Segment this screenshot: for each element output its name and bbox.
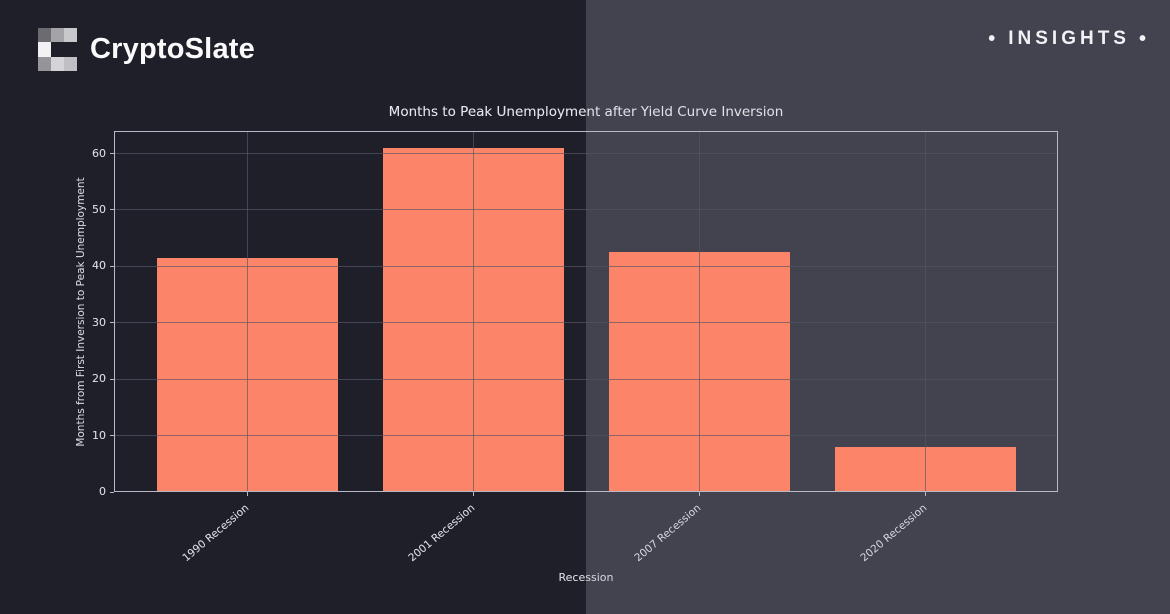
x-axis-label: Recession (558, 571, 614, 584)
y-tick-label: 0 (99, 485, 106, 498)
brand-header: CryptoSlate (38, 28, 255, 71)
y-tick-label: 50 (92, 202, 106, 216)
gridline-y-10 (114, 435, 1058, 437)
y-tick-label: 20 (92, 372, 106, 386)
cryptoslate-logo-icon (38, 28, 77, 71)
badge-bullet-right-icon: • (1138, 28, 1146, 50)
y-tick-60 (110, 153, 114, 155)
x-tick-0 (247, 492, 248, 496)
chart-title: Months to Peak Unemployment after Yield … (388, 104, 784, 120)
x-tick-3 (925, 492, 926, 496)
gridline-y-30 (114, 322, 1058, 324)
logo-cell (51, 42, 64, 56)
y-tick-30 (110, 322, 114, 324)
plot-frame (114, 131, 1058, 492)
chart-title: Months to Peak Unemployment after Yield … (114, 104, 586, 120)
y-tick-50 (110, 209, 114, 211)
brand-name: CryptoSlate (90, 33, 255, 65)
gridline-y-20 (114, 378, 1058, 380)
gridline-x-2 (699, 131, 700, 492)
logo-cell (38, 42, 51, 57)
y-tick-label: 30 (92, 315, 106, 329)
y-tick-label: 50 (92, 202, 106, 216)
logo-cell (51, 56, 64, 71)
y-tick-label: 0 (99, 485, 106, 498)
y-tick-label: 60 (92, 146, 106, 160)
logo-cell (51, 28, 64, 43)
logo-cell (64, 42, 77, 56)
y-tick-label: 30 (92, 315, 106, 329)
gridline-y-40 (114, 265, 1058, 267)
x-tick-2 (699, 492, 700, 496)
y-tick-0 (110, 491, 114, 493)
y-tick-label: 10 (92, 428, 106, 442)
y-tick-label: 40 (92, 259, 106, 273)
y-tick-label: 10 (92, 428, 106, 442)
gridline-y-60 (114, 153, 1058, 155)
x-tick-1 (473, 492, 474, 496)
y-axis-label: Months from First Inversion to Peak Unem… (75, 176, 87, 447)
logo-cell (64, 56, 77, 71)
insights-badge: • INSIGHTS • (988, 28, 1146, 50)
y-tick-label: 40 (92, 259, 106, 273)
badge-label: INSIGHTS (1008, 28, 1130, 49)
y-tick-40 (110, 265, 114, 267)
logo-cell (38, 56, 51, 71)
y-tick-label: 20 (92, 372, 106, 386)
x-tick-label: 2020 Recession (858, 502, 930, 565)
y-tick-label: 60 (92, 146, 106, 160)
x-tick-label: 2007 Recession (632, 502, 704, 565)
logo-cell (64, 28, 77, 43)
gridline-x-3 (925, 131, 926, 492)
badge-bullet-left-icon: • (988, 28, 996, 50)
gridline-x-0 (247, 131, 248, 492)
y-tick-10 (110, 435, 114, 437)
logo-cell (38, 28, 51, 43)
gridline-x-1 (473, 131, 474, 492)
x-axis-label: Recession (558, 571, 614, 584)
gridline-y-50 (114, 209, 1058, 211)
y-tick-20 (110, 378, 114, 380)
